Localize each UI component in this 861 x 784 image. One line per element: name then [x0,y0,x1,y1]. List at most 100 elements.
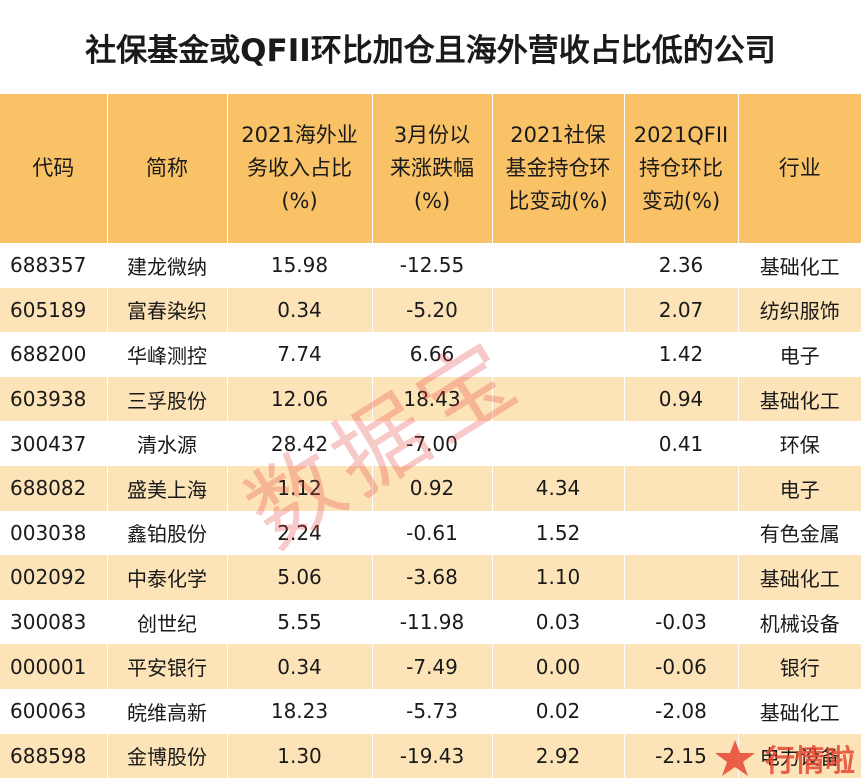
cell-name: 创世纪 [107,599,228,645]
cell-qfii-holding-change [624,555,739,600]
cell-qfii-holding-change: -2.15 [624,733,739,779]
cell-name: 平安银行 [107,644,228,689]
table-row: 000001 平安银行 0.34 -7.49 0.00 -0.06 银行 [0,644,861,689]
table-row: 688357 建龙微纳 15.98 -12.55 2.36 基础化工 [0,243,861,288]
cell-price-change: -0.61 [372,510,493,556]
cell-industry: 电子 [779,477,820,502]
cell-code: 300083 [0,599,108,645]
data-table: 代码 简称 2021海外业 务收入占比 (%) 3月份以 来涨跌幅 (%) 2021社保… [0,94,861,779]
cell-qfii-holding-change: 0.94 [624,376,739,422]
table-row: 003038 鑫铂股份 2.24 -0.61 1.52 有色金属 [0,510,861,556]
cell-overseas-revenue: 1.12 [227,465,373,511]
cell-code: 688598 [0,733,108,779]
cell-qfii-holding-change: 2.36 [624,243,739,288]
cell-code: 003038 [0,510,108,556]
cell-ssf-holding-change [492,287,625,333]
cell-ssf-holding-change: 2.92 [492,733,625,779]
header-ssf-holding-change: 2021社保 基金持仓环 比变动(%) [492,94,625,243]
cell-overseas-revenue: 1.30 [227,733,373,779]
table-header-row: 代码 简称 2021海外业 务收入占比 (%) 3月份以 来涨跌幅 (%) 2021社保… [0,94,861,243]
cell-qfii-holding-change [624,465,739,511]
cell-price-change: -19.43 [372,733,493,779]
cell-name: 金博股份 [107,733,228,779]
table-row: 300437 清水源 28.42 -7.00 0.41 环保 [0,421,861,466]
cell-industry: 银行 [779,656,820,681]
cell-industry: 电子 [779,343,820,368]
header-qfii-holding-change: 2021QFII 持仓环比 变动(%) [624,94,739,243]
cell-industry: 基础化工 [759,254,840,279]
cell-ssf-holding-change [492,332,625,377]
header-name: 简称 [107,94,228,243]
cell-price-change: -12.55 [372,243,493,288]
cell-price-change: -5.20 [372,287,493,333]
cell-price-change: 18.43 [372,376,493,422]
cell-overseas-revenue: 28.42 [227,421,373,466]
table-row: 603938 三孚股份 12.06 18.43 0.94 基础化工 [0,376,861,422]
cell-overseas-revenue: 7.74 [227,332,373,377]
cell-price-change: -3.68 [372,555,493,600]
cell-price-change: 0.92 [372,465,493,511]
cell-qfii-holding-change: -0.03 [624,599,739,645]
cell-code: 688200 [0,332,108,377]
cell-ssf-holding-change: 4.34 [492,465,625,511]
cell-name: 盛美上海 [107,465,228,511]
header-code: 代码 [0,94,108,243]
cell-code: 605189 [0,287,108,333]
cell-price-change: -11.98 [372,599,493,645]
cell-qfii-holding-change: 0.41 [624,421,739,466]
cell-code: 000001 [0,644,108,689]
cell-ssf-holding-change: 1.52 [492,510,625,556]
cell-industry: 环保 [779,433,820,458]
cell-overseas-revenue: 0.34 [227,287,373,333]
cell-name: 华峰测控 [107,332,228,377]
header-price-change: 3月份以 来涨跌幅 (%) [372,94,493,243]
cell-code: 688082 [0,465,108,511]
table-row: 300083 创世纪 5.55 -11.98 0.03 -0.03 机械设备 [0,599,861,645]
cell-overseas-revenue: 15.98 [227,243,373,288]
cell-ssf-holding-change: 1.10 [492,555,625,600]
table-row: 688598 金博股份 1.30 -19.43 2.92 -2.15 电力设备 [0,733,861,779]
table-body: 688357 建龙微纳 15.98 -12.55 2.36 基础化工 605189 富春染织 0… [0,243,861,779]
table-row: 688082 盛美上海 1.12 0.92 4.34 电子 [0,465,861,511]
cell-ssf-holding-change: 0.00 [492,644,625,689]
table-row: 688200 华峰测控 7.74 6.66 1.42 电子 [0,332,861,377]
cell-industry: 基础化工 [759,388,840,413]
cell-overseas-revenue: 2.24 [227,510,373,556]
cell-qfii-holding-change: 1.42 [624,332,739,377]
cell-code: 300437 [0,421,108,466]
cell-ssf-holding-change: 0.03 [492,599,625,645]
cell-code: 603938 [0,376,108,422]
cell-code: 002092 [0,555,108,600]
cell-code: 600063 [0,688,108,734]
cell-industry: 有色金属 [759,522,840,547]
cell-qfii-holding-change [624,510,739,556]
cell-qfii-holding-change: -0.06 [624,644,739,689]
cell-overseas-revenue: 12.06 [227,376,373,422]
cell-qfii-holding-change: -2.08 [624,688,739,734]
cell-qfii-holding-change: 2.07 [624,287,739,333]
cell-overseas-revenue: 0.34 [227,644,373,689]
cell-name: 皖维高新 [107,688,228,734]
cell-price-change: -5.73 [372,688,493,734]
cell-industry: 纺织服饰 [759,299,840,324]
cell-industry: 基础化工 [759,566,840,591]
cell-price-change: -7.49 [372,644,493,689]
table-row: 002092 中泰化学 5.06 -3.68 1.10 基础化工 [0,555,861,600]
cell-ssf-holding-change [492,421,625,466]
cell-name: 中泰化学 [107,555,228,600]
cell-ssf-holding-change [492,376,625,422]
cell-name: 富春染织 [107,287,228,333]
cell-ssf-holding-change: 0.02 [492,688,625,734]
cell-code: 688357 [0,243,108,288]
cell-name: 鑫铂股份 [107,510,228,556]
cell-price-change: -7.00 [372,421,493,466]
cell-price-change: 6.66 [372,332,493,377]
table-row: 600063 皖维高新 18.23 -5.73 0.02 -2.08 基础化工 [0,688,861,734]
cell-overseas-revenue: 18.23 [227,688,373,734]
table-row: 605189 富春染织 0.34 -5.20 2.07 纺织服饰 [0,287,861,333]
header-industry: 行业 [778,156,821,180]
page-title: 社保基金或QFII环比加仓且海外营收占比低的公司 [85,32,776,69]
cell-name: 建龙微纳 [107,243,228,288]
cell-overseas-revenue: 5.55 [227,599,373,645]
cell-industry: 机械设备 [759,611,840,636]
